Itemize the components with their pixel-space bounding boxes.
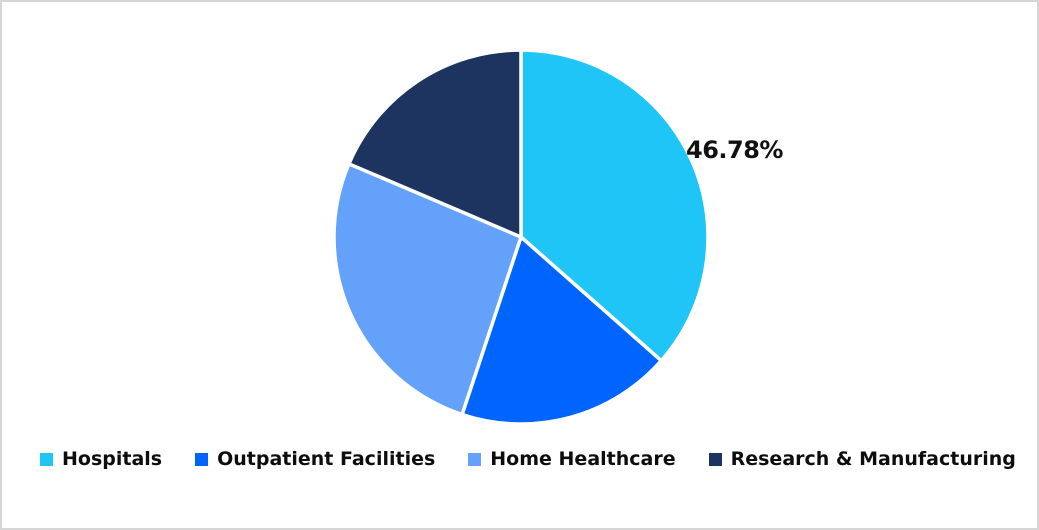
legend-swatch-icon: [468, 452, 482, 466]
legend-label: Home Healthcare: [490, 448, 676, 470]
legend-swatch-icon: [708, 452, 722, 466]
legend-swatch-icon: [40, 452, 53, 466]
pie-slice-home-healthcare: [332, 161, 524, 417]
legend-label: Outpatient Facilities: [217, 448, 436, 470]
pie-slice-outpatient-facilities: [459, 233, 664, 426]
pie-slice-hospitals: [519, 48, 710, 364]
pie-slice-research-manufacturing: [346, 48, 523, 240]
legend-item-research-manufacturing: Research & Manufacturing: [708, 448, 1016, 470]
legend-item-home-healthcare: Home Healthcare: [468, 448, 676, 470]
legend-item-outpatient-facilities: Outpatient Facilities: [195, 448, 435, 470]
pie-data-label-hospitals: 46.78%: [686, 136, 783, 164]
legend-label: Research & Manufacturing: [730, 448, 1016, 470]
legend-swatch-icon: [195, 452, 209, 466]
legend-item-hospitals: Hospitals: [40, 448, 162, 470]
legend-label: Hospitals: [62, 448, 163, 470]
legend: Hospitals Outpatient Facilities Home Healt…: [40, 448, 1016, 470]
